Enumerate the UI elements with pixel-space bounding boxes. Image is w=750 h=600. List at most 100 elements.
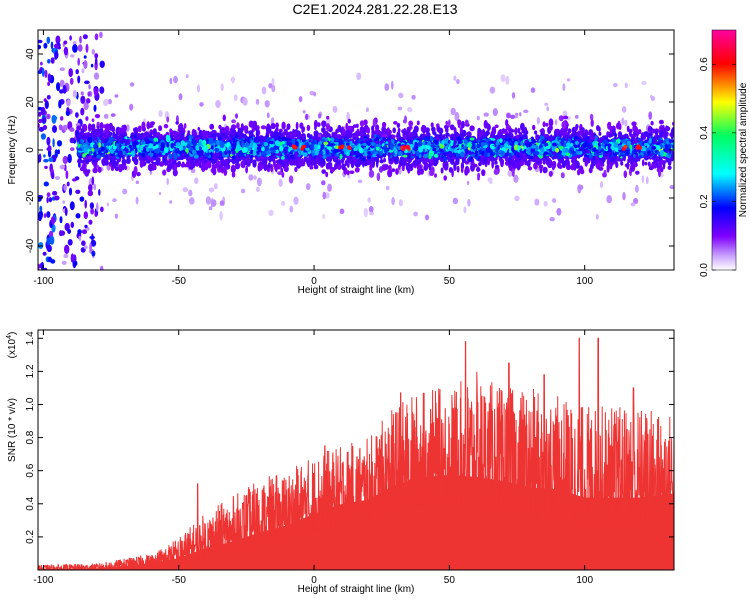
heatmap-cell [451,155,456,160]
heatmap-cell [534,157,540,162]
heatmap-cell [443,162,449,171]
heatmap-cell [91,123,96,131]
heatmap-cell [275,122,279,129]
heatmap-cell [94,33,99,41]
heatmap-cell [301,139,306,143]
heatmap-cell [97,166,102,173]
heatmap-cell [99,31,103,39]
heatmap-cell [606,164,610,173]
heatmap-cell [352,156,358,161]
heatmap-cell [43,154,46,158]
heatmap-cell [626,125,630,132]
heatmap-cell [59,216,63,224]
heatmap-cell [595,214,599,220]
heatmap-cell [72,89,78,98]
heatmap-cell [544,134,550,138]
heatmap-cell [94,53,99,59]
heatmap-cell [43,267,48,270]
heatmap-cell [60,116,64,121]
heatmap-cell [281,156,285,160]
heatmap-cell [99,122,104,130]
heatmap-cell [457,119,462,126]
heatmap-cell [188,189,193,197]
heatmap-cell [481,169,486,177]
heatmap-cell [449,124,455,131]
heatmap-cell [309,90,315,96]
heatmap-cell [470,163,475,172]
heatmap-cell [520,122,525,131]
heatmap-cell [295,121,299,130]
heatmap-cell [233,94,238,102]
heatmap-cell [268,209,274,216]
heatmap-cell [278,178,283,187]
heatmap-cell [271,78,275,86]
heatmap-cell [325,162,330,170]
heatmap-cell [527,166,533,171]
heatmap-cell [260,125,267,130]
heatmap-cell [334,164,338,170]
heatmap-cell [321,180,326,186]
heatmap-cell [235,113,238,119]
heatmap-cell [79,196,85,202]
heatmap-cell [83,211,89,220]
heatmap-cell [514,195,520,202]
heatmap-cell [68,68,73,78]
heatmap-cell [478,162,482,167]
heatmap-cell [80,96,84,102]
heatmap-cell [222,114,226,122]
heatmap-cell [178,93,183,101]
heatmap-cell [213,183,218,190]
heatmap-cell [454,111,460,122]
heatmap-cell [94,211,98,217]
heatmap-cell [492,108,498,117]
heatmap-cell [330,166,335,173]
heatmap-cell [59,164,65,170]
heatmap-cell [63,253,69,259]
heatmap-cell [442,134,446,140]
heatmap-cell [584,136,589,143]
heatmap-cell [641,159,645,167]
heatmap-cell [429,169,435,176]
heatmap-cell [68,187,73,196]
heatmap-cell [134,134,138,139]
heatmap-cell [607,121,611,130]
heatmap-cell [341,163,346,171]
heatmap-cell [62,85,67,94]
heatmap-cell [332,105,338,113]
heatmap-cell [248,120,254,128]
heatmap-cell [298,157,302,163]
heatmap-cell [52,138,55,148]
heatmap-cell [84,199,87,209]
heatmap-cell [134,158,138,164]
heatmap-cell [438,127,444,135]
heatmap-cell [69,137,75,144]
heatmap-cell [644,161,648,166]
heatmap-cell [133,127,139,135]
heatmap-cell [79,35,82,44]
heatmap-cell [460,167,464,173]
heatmap-cell [303,155,308,163]
heatmap-cell [563,115,569,120]
heatmap-cell [650,121,654,126]
heatmap-cell [633,198,639,204]
heatmap-cell [565,164,572,170]
heatmap-cell [647,161,651,167]
heatmap-cell [467,167,470,174]
heatmap-cell [44,69,48,78]
heatmap-cell [282,161,286,169]
heatmap-cell [98,189,101,196]
heatmap-cell [356,72,362,81]
heatmap-cell [43,213,47,218]
heatmap-cell [562,83,566,91]
heatmap-cell [229,133,234,139]
heatmap-cell [325,123,331,131]
heatmap-cell [558,162,561,169]
heatmap-cell [530,87,536,93]
heatmap-cell [62,155,68,165]
heatmap-cell [524,126,528,134]
heatmap-cell [497,132,502,138]
heatmap-cell [271,84,276,93]
heatmap-cell [220,166,226,173]
heatmap-cell [52,190,58,196]
